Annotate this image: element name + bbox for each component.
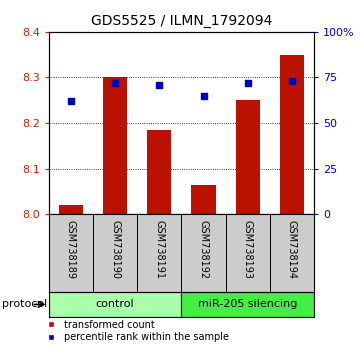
Legend: transformed count, percentile rank within the sample: transformed count, percentile rank withi…: [37, 316, 232, 346]
Point: [112, 80, 118, 86]
Point: [245, 80, 251, 86]
Title: GDS5525 / ILMN_1792094: GDS5525 / ILMN_1792094: [91, 14, 272, 28]
Bar: [59, 205, 83, 214]
Point: [289, 78, 295, 84]
Bar: [236, 100, 260, 214]
Text: GSM738194: GSM738194: [287, 219, 297, 279]
Text: GSM738193: GSM738193: [243, 219, 253, 279]
Bar: [147, 130, 171, 214]
Text: protocol: protocol: [2, 299, 47, 309]
Bar: [103, 78, 127, 214]
Text: GSM738191: GSM738191: [154, 219, 164, 279]
Text: GSM738192: GSM738192: [199, 219, 209, 279]
Bar: [181, 292, 314, 317]
Text: control: control: [96, 299, 134, 309]
Point: [156, 82, 162, 87]
Point: [68, 98, 74, 104]
Text: miR-205 silencing: miR-205 silencing: [198, 299, 297, 309]
Point: [201, 93, 206, 98]
Bar: [191, 184, 216, 214]
Text: GSM738189: GSM738189: [66, 219, 76, 279]
Bar: [49, 292, 181, 317]
Text: GSM738190: GSM738190: [110, 219, 120, 279]
Bar: [280, 55, 304, 214]
